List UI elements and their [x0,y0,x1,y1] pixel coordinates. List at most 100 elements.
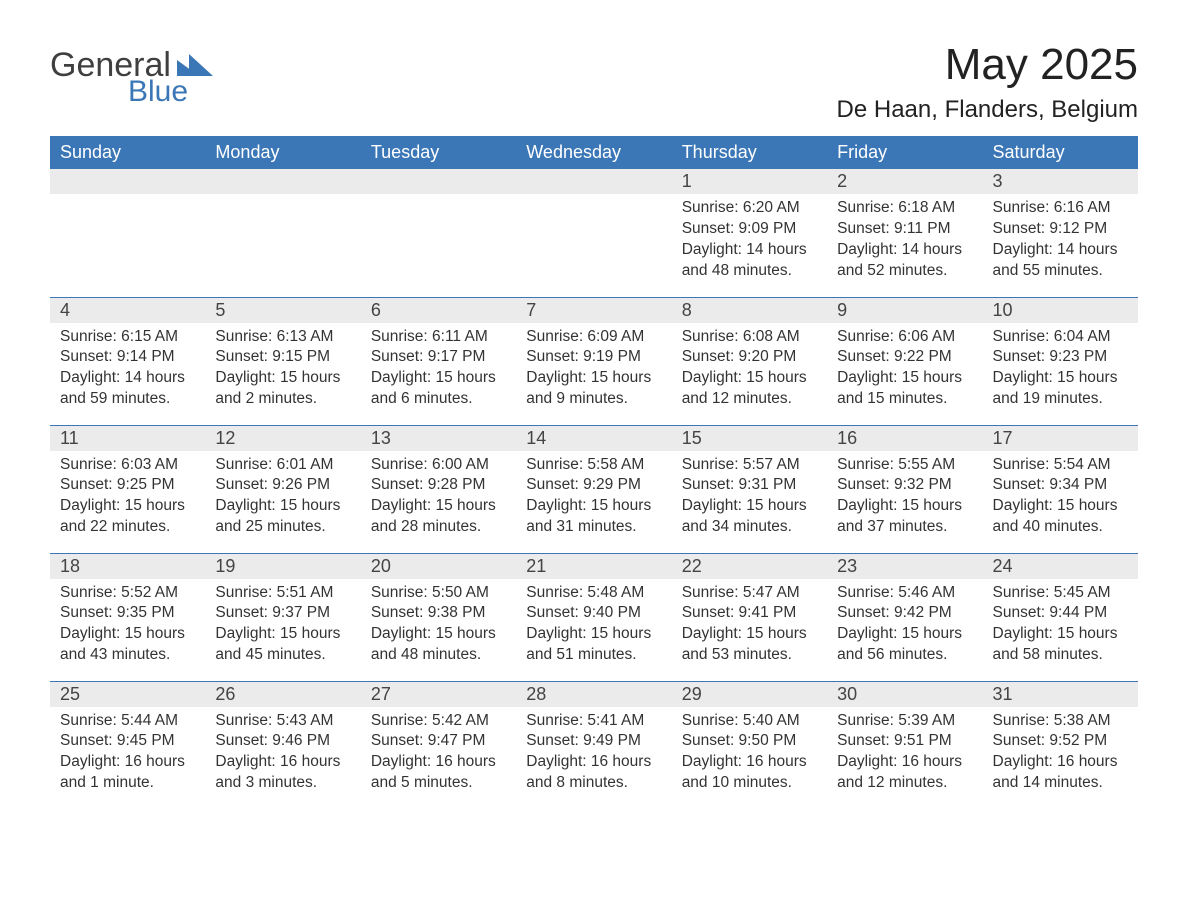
daylight-line: Daylight: 15 hours and 53 minutes. [682,624,817,666]
daylight-line: Daylight: 15 hours and 43 minutes. [60,624,195,666]
day-details: Sunrise: 6:16 AMSunset: 9:12 PMDaylight:… [983,194,1138,290]
sunrise-line: Sunrise: 6:11 AM [371,327,506,348]
day-details: Sunrise: 6:09 AMSunset: 9:19 PMDaylight:… [516,323,671,419]
daylight-line: Daylight: 15 hours and 31 minutes. [526,496,661,538]
sunrise-line: Sunrise: 5:55 AM [837,455,972,476]
sunset-line: Sunset: 9:31 PM [682,475,817,496]
calendar-day-cell: 6Sunrise: 6:11 AMSunset: 9:17 PMDaylight… [361,297,516,425]
day-details: Sunrise: 6:18 AMSunset: 9:11 PMDaylight:… [827,194,982,290]
sunrise-line: Sunrise: 6:20 AM [682,198,817,219]
day-details: Sunrise: 5:52 AMSunset: 9:35 PMDaylight:… [50,579,205,675]
day-number: 11 [50,426,205,451]
day-details: Sunrise: 6:00 AMSunset: 9:28 PMDaylight:… [361,451,516,547]
weekday-header-row: SundayMondayTuesdayWednesdayThursdayFrid… [50,136,1138,169]
sunrise-line: Sunrise: 5:50 AM [371,583,506,604]
calendar-day-cell: 5Sunrise: 6:13 AMSunset: 9:15 PMDaylight… [205,297,360,425]
sunrise-line: Sunrise: 5:39 AM [837,711,972,732]
day-number: 8 [672,298,827,323]
day-details: Sunrise: 5:42 AMSunset: 9:47 PMDaylight:… [361,707,516,803]
day-number: 14 [516,426,671,451]
daylight-line: Daylight: 15 hours and 48 minutes. [371,624,506,666]
sunset-line: Sunset: 9:51 PM [837,731,972,752]
calendar-empty-cell [361,169,516,297]
sunrise-line: Sunrise: 6:13 AM [215,327,350,348]
calendar-day-cell: 23Sunrise: 5:46 AMSunset: 9:42 PMDayligh… [827,553,982,681]
day-details: Sunrise: 5:51 AMSunset: 9:37 PMDaylight:… [205,579,360,675]
daylight-line: Daylight: 14 hours and 59 minutes. [60,368,195,410]
title-block: May 2025 De Haan, Flanders, Belgium [837,40,1138,128]
weekday-header: Tuesday [361,136,516,169]
sunrise-line: Sunrise: 5:58 AM [526,455,661,476]
day-number: 29 [672,682,827,707]
sunset-line: Sunset: 9:38 PM [371,603,506,624]
sunset-line: Sunset: 9:25 PM [60,475,195,496]
sunrise-line: Sunrise: 6:16 AM [993,198,1128,219]
calendar-day-cell: 30Sunrise: 5:39 AMSunset: 9:51 PMDayligh… [827,681,982,809]
day-details: Sunrise: 5:41 AMSunset: 9:49 PMDaylight:… [516,707,671,803]
daylight-line: Daylight: 15 hours and 45 minutes. [215,624,350,666]
daylight-line: Daylight: 16 hours and 1 minute. [60,752,195,794]
brand-word2: Blue [128,75,188,109]
day-number: 2 [827,169,982,194]
weekday-header: Monday [205,136,360,169]
day-number: 12 [205,426,360,451]
calendar-day-cell: 17Sunrise: 5:54 AMSunset: 9:34 PMDayligh… [983,425,1138,553]
daylight-line: Daylight: 15 hours and 19 minutes. [993,368,1128,410]
day-details: Sunrise: 5:54 AMSunset: 9:34 PMDaylight:… [983,451,1138,547]
day-number: 13 [361,426,516,451]
calendar-day-cell: 27Sunrise: 5:42 AMSunset: 9:47 PMDayligh… [361,681,516,809]
day-number: 17 [983,426,1138,451]
day-details: Sunrise: 6:03 AMSunset: 9:25 PMDaylight:… [50,451,205,547]
calendar-day-cell: 15Sunrise: 5:57 AMSunset: 9:31 PMDayligh… [672,425,827,553]
weekday-header: Thursday [672,136,827,169]
day-details: Sunrise: 6:15 AMSunset: 9:14 PMDaylight:… [50,323,205,419]
sunset-line: Sunset: 9:40 PM [526,603,661,624]
month-title: May 2025 [837,40,1138,90]
daylight-line: Daylight: 15 hours and 37 minutes. [837,496,972,538]
day-number: 9 [827,298,982,323]
daylight-line: Daylight: 16 hours and 8 minutes. [526,752,661,794]
day-number: 24 [983,554,1138,579]
sunset-line: Sunset: 9:50 PM [682,731,817,752]
sunset-line: Sunset: 9:14 PM [60,347,195,368]
sunset-line: Sunset: 9:20 PM [682,347,817,368]
sunrise-line: Sunrise: 6:09 AM [526,327,661,348]
brand-logo: General Blue [50,40,213,109]
sunrise-line: Sunrise: 5:42 AM [371,711,506,732]
day-number: 23 [827,554,982,579]
sunset-line: Sunset: 9:11 PM [837,219,972,240]
day-details: Sunrise: 6:11 AMSunset: 9:17 PMDaylight:… [361,323,516,419]
day-number: 25 [50,682,205,707]
day-number [516,169,671,194]
calendar-day-cell: 16Sunrise: 5:55 AMSunset: 9:32 PMDayligh… [827,425,982,553]
calendar-day-cell: 2Sunrise: 6:18 AMSunset: 9:11 PMDaylight… [827,169,982,297]
sunset-line: Sunset: 9:15 PM [215,347,350,368]
sunrise-line: Sunrise: 5:52 AM [60,583,195,604]
day-number: 5 [205,298,360,323]
sunrise-line: Sunrise: 6:04 AM [993,327,1128,348]
day-number: 28 [516,682,671,707]
sunset-line: Sunset: 9:34 PM [993,475,1128,496]
sunset-line: Sunset: 9:44 PM [993,603,1128,624]
sunrise-line: Sunrise: 5:54 AM [993,455,1128,476]
day-number: 31 [983,682,1138,707]
day-details: Sunrise: 5:45 AMSunset: 9:44 PMDaylight:… [983,579,1138,675]
day-number: 18 [50,554,205,579]
day-number: 10 [983,298,1138,323]
sunrise-line: Sunrise: 6:15 AM [60,327,195,348]
sunset-line: Sunset: 9:35 PM [60,603,195,624]
calendar-empty-cell [516,169,671,297]
daylight-line: Daylight: 15 hours and 34 minutes. [682,496,817,538]
sunset-line: Sunset: 9:29 PM [526,475,661,496]
calendar-day-cell: 13Sunrise: 6:00 AMSunset: 9:28 PMDayligh… [361,425,516,553]
day-details: Sunrise: 6:01 AMSunset: 9:26 PMDaylight:… [205,451,360,547]
daylight-line: Daylight: 15 hours and 56 minutes. [837,624,972,666]
day-details: Sunrise: 6:13 AMSunset: 9:15 PMDaylight:… [205,323,360,419]
calendar-table: SundayMondayTuesdayWednesdayThursdayFrid… [50,136,1138,809]
sunrise-line: Sunrise: 5:46 AM [837,583,972,604]
calendar-day-cell: 19Sunrise: 5:51 AMSunset: 9:37 PMDayligh… [205,553,360,681]
calendar-day-cell: 4Sunrise: 6:15 AMSunset: 9:14 PMDaylight… [50,297,205,425]
daylight-line: Daylight: 15 hours and 25 minutes. [215,496,350,538]
sunset-line: Sunset: 9:41 PM [682,603,817,624]
sunrise-line: Sunrise: 5:51 AM [215,583,350,604]
